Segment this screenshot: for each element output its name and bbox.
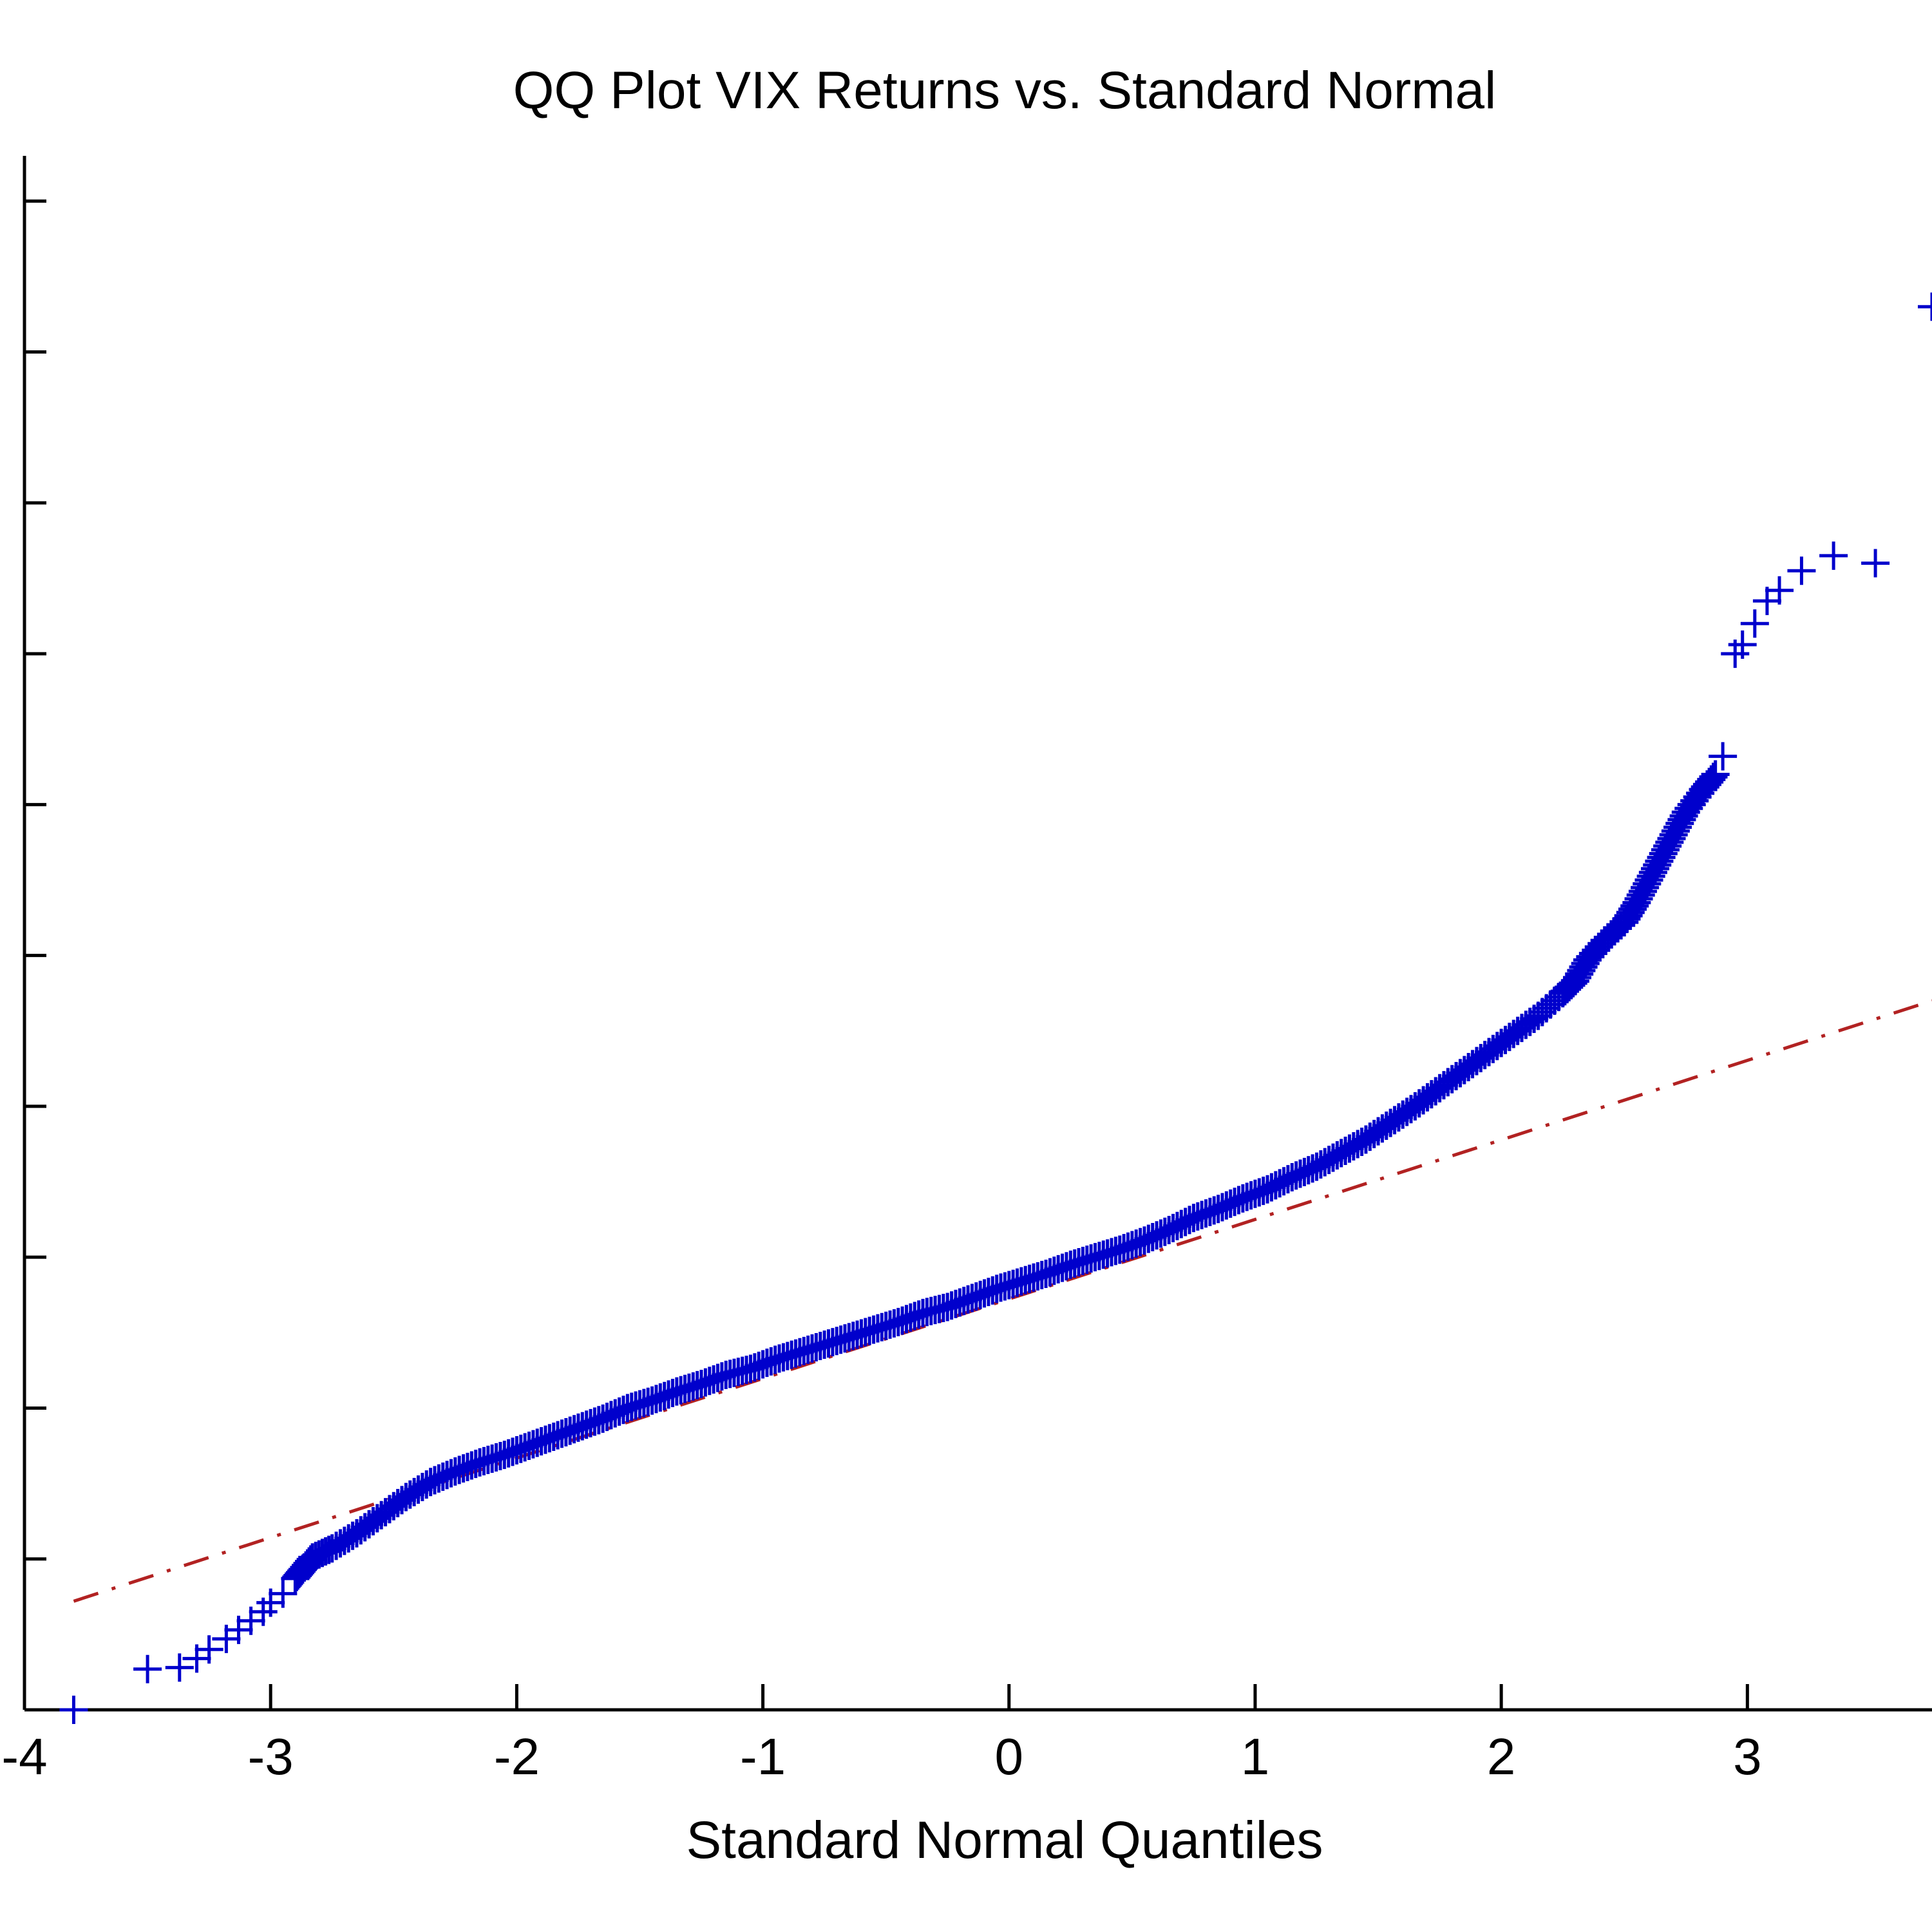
data-point xyxy=(1638,858,1667,887)
x-tick-label: 2 xyxy=(1487,1728,1516,1785)
reference-line-group xyxy=(73,999,1932,1603)
data-point xyxy=(1819,541,1848,570)
data-point xyxy=(1787,556,1816,585)
data-point xyxy=(1701,760,1730,789)
data-point xyxy=(1641,854,1670,883)
data-point xyxy=(596,1401,625,1430)
x-tick-label: 3 xyxy=(1733,1728,1762,1785)
data-point xyxy=(1697,765,1726,794)
data-point xyxy=(1622,888,1651,917)
data-point xyxy=(1653,831,1682,860)
data-point xyxy=(1624,884,1653,913)
data-point xyxy=(1765,576,1794,605)
x-axis-label: Standard Normal Quantiles xyxy=(686,1811,1323,1870)
x-tick-label: -4 xyxy=(1,1728,47,1785)
data-point xyxy=(601,1399,630,1428)
data-point xyxy=(133,1654,162,1683)
data-point xyxy=(1709,742,1738,771)
data-point xyxy=(1628,877,1657,906)
data-point xyxy=(1631,873,1660,902)
data-point xyxy=(1626,880,1655,909)
data-point xyxy=(1740,609,1769,638)
data-point xyxy=(1861,549,1890,578)
data-point xyxy=(194,1635,223,1664)
data-point xyxy=(1647,843,1676,872)
data-point xyxy=(1655,828,1684,857)
data-point xyxy=(1634,866,1663,895)
x-tick-label: -1 xyxy=(740,1728,786,1785)
x-axis-ticks: -4 -3 -2 -1 0 1 2 3 xyxy=(1,1684,1762,1785)
x-tick-label: 1 xyxy=(1241,1728,1270,1785)
data-point xyxy=(59,1696,88,1724)
data-point xyxy=(1665,809,1694,838)
data-point xyxy=(1918,292,1932,321)
data-point xyxy=(1669,801,1698,830)
data-point xyxy=(1667,805,1696,834)
data-point xyxy=(1657,824,1686,853)
data-point xyxy=(1216,1189,1245,1218)
chart-title: QQ Plot VIX Returns vs. Standard Normal xyxy=(513,61,1497,120)
data-point xyxy=(1651,835,1680,864)
data-point xyxy=(1645,847,1674,876)
data-point xyxy=(165,1653,194,1682)
x-tick-label: -2 xyxy=(494,1728,540,1785)
data-points xyxy=(59,292,1932,1724)
x-tick-label: -3 xyxy=(248,1728,294,1785)
data-point xyxy=(1649,839,1678,868)
data-point xyxy=(1699,762,1728,791)
data-point xyxy=(1663,813,1692,842)
data-point xyxy=(1661,817,1690,846)
y-axis-ticks xyxy=(24,199,46,1712)
data-point xyxy=(269,1579,298,1608)
data-point xyxy=(1728,630,1757,659)
x-tick-label: 0 xyxy=(995,1728,1024,1785)
axes xyxy=(23,156,1932,1712)
data-point xyxy=(1643,851,1672,880)
data-point xyxy=(1633,869,1662,898)
data-point xyxy=(1659,820,1688,849)
data-point xyxy=(1636,862,1665,891)
reference-line xyxy=(73,999,1932,1603)
data-point xyxy=(1695,768,1724,797)
